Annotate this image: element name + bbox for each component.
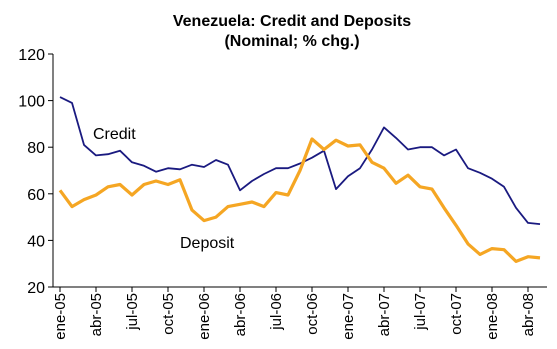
y-tick-label: 60 <box>27 187 45 204</box>
series-layer <box>58 96 541 263</box>
x-tick-label: abr-07 <box>376 293 393 336</box>
y-tick-label: 100 <box>18 94 45 111</box>
x-tick-label: ene-08 <box>484 293 501 340</box>
series-label-deposit: Deposit <box>180 235 235 252</box>
y-tick-label: 20 <box>27 280 45 297</box>
x-tick-label: oct-05 <box>160 293 177 335</box>
x-tick-label: jul-07 <box>412 293 429 331</box>
x-tick-label: abr-08 <box>520 293 537 336</box>
x-tick-label: jul-05 <box>124 293 141 331</box>
series-line-credit <box>59 96 541 225</box>
y-ticks: 20 40 60 80 100 120 <box>18 47 53 297</box>
x-tick-label: oct-06 <box>304 293 321 335</box>
y-tick-label: 120 <box>18 47 45 64</box>
y-tick-label: 40 <box>27 233 45 250</box>
x-tick-label: oct-07 <box>448 293 465 335</box>
x-tick-label: abr-06 <box>232 293 249 336</box>
x-tick-label: ene-07 <box>340 293 357 340</box>
x-tick-label: ene-06 <box>196 293 213 340</box>
x-ticks: ene-05 abr-05 jul-05 oct-05 ene-06 abr-06 jul-… <box>52 287 537 340</box>
chart-subtitle: (Nominal; % chg.) <box>224 33 359 50</box>
series-line-deposit <box>58 137 541 263</box>
x-tick-label: ene-05 <box>52 293 69 340</box>
series-label-credit: Credit <box>93 126 136 143</box>
y-tick-label: 80 <box>27 140 45 157</box>
x-tick-label: jul-06 <box>268 293 285 331</box>
chart-title: Venezuela: Credit and Deposits <box>173 13 411 30</box>
x-tick-label: abr-05 <box>88 293 105 336</box>
axes <box>52 54 547 288</box>
